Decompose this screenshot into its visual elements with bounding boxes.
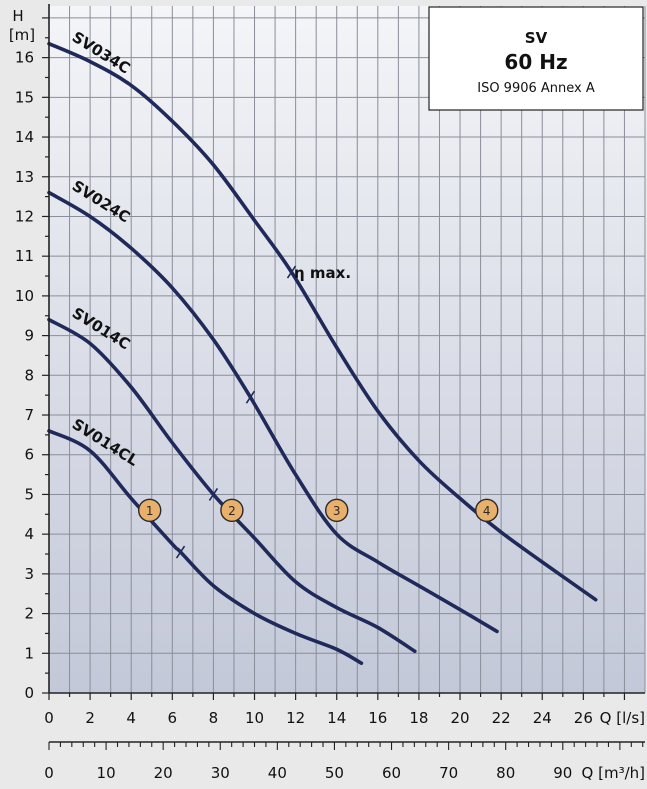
secondary-tick-label: 20 (154, 764, 173, 782)
axes: 0 2 4 6 8 10 12 14 16 18 20 22 24 2601234567891011121… (15, 4, 645, 782)
x-tick-label: 14 (327, 709, 346, 727)
bep-marker (245, 390, 256, 404)
curve-badge-number: 2 (228, 504, 236, 518)
secondary-tick-label: 0 (44, 764, 54, 782)
x-tick-label: 12 (286, 709, 305, 727)
secondary-tick-label: 70 (439, 764, 458, 782)
curve-badge (220, 498, 244, 523)
y-tick-label: 14 (15, 128, 34, 146)
bep-marker (286, 265, 297, 279)
curve-badge (475, 498, 499, 523)
x-tick-label: 26 (574, 709, 593, 727)
curve-sv014cl (47, 429, 364, 665)
x-tick-label: 10 (245, 709, 264, 727)
y-tick-label: 3 (24, 565, 34, 583)
y-tick-label: 1 (24, 644, 34, 662)
x-tick-label: 22 (492, 709, 511, 727)
chart-subtitle: 60 Hz (504, 50, 567, 74)
x-tick-label: 6 (168, 709, 178, 727)
title-box-frame (428, 6, 644, 111)
y-tick-label: 0 (24, 684, 34, 702)
plot-area-background (49, 6, 645, 693)
title-box: SV 60 Hz ISO 9906 Annex A (428, 6, 644, 111)
secondary-tick-label: 10 (97, 764, 116, 782)
bep-marker (208, 488, 219, 501)
chart-title: SV (525, 29, 548, 47)
secondary-tick-label: 50 (325, 764, 344, 782)
secondary-tick-label: 90 (553, 764, 572, 782)
y-tick-label: 4 (24, 525, 34, 543)
curve-badge (138, 498, 162, 523)
curve-badge-number: 3 (333, 504, 341, 518)
y-tick-label: 8 (24, 366, 34, 384)
y-tick-label: 13 (15, 168, 34, 186)
secondary-tick-label: 40 (268, 764, 287, 782)
secondary-tick-label: 80 (496, 764, 515, 782)
curve-badge-number: 4 (483, 504, 491, 518)
curve-badge-number: 1 (146, 504, 154, 518)
curve-sv024c (47, 190, 499, 634)
curve-sv034c (47, 41, 598, 602)
y-tick-label: 5 (24, 485, 34, 503)
secondary-tick-label: 30 (211, 764, 230, 782)
chart-standard: ISO 9906 Annex A (477, 81, 595, 96)
curve-badge (325, 498, 349, 523)
y-tick-label: 12 (15, 207, 34, 225)
y-tick-label: 10 (15, 287, 34, 305)
y-tick-label: 2 (24, 605, 34, 623)
x-tick-label: 0 (44, 709, 54, 727)
x-tick-label: 8 (209, 709, 219, 727)
bep-marker (175, 545, 186, 559)
x-axis-label-secondary: Q [m³/h] (582, 764, 645, 782)
y-tick-label: 15 (15, 88, 34, 106)
y-tick-label: 11 (15, 247, 34, 265)
y-tick-label: 16 (15, 49, 34, 67)
secondary-tick-label: 60 (382, 764, 401, 782)
x-tick-label: 18 (409, 709, 428, 727)
x-tick-label: 20 (450, 709, 469, 727)
x-tick-label: 24 (533, 709, 552, 727)
y-axis-label-unit: [m] (9, 26, 35, 44)
y-tick-label: 9 (24, 327, 34, 345)
y-axis-label-h: H (12, 7, 23, 25)
y-tick-label: 7 (24, 406, 34, 424)
x-tick-label: 2 (85, 709, 95, 727)
y-tick-label: 6 (24, 446, 34, 464)
x-axis-label-primary: Q [l/s] (600, 709, 645, 727)
x-tick-label: 4 (126, 709, 136, 727)
x-tick-label: 16 (368, 709, 387, 727)
efficiency-label: η max. (294, 264, 351, 282)
